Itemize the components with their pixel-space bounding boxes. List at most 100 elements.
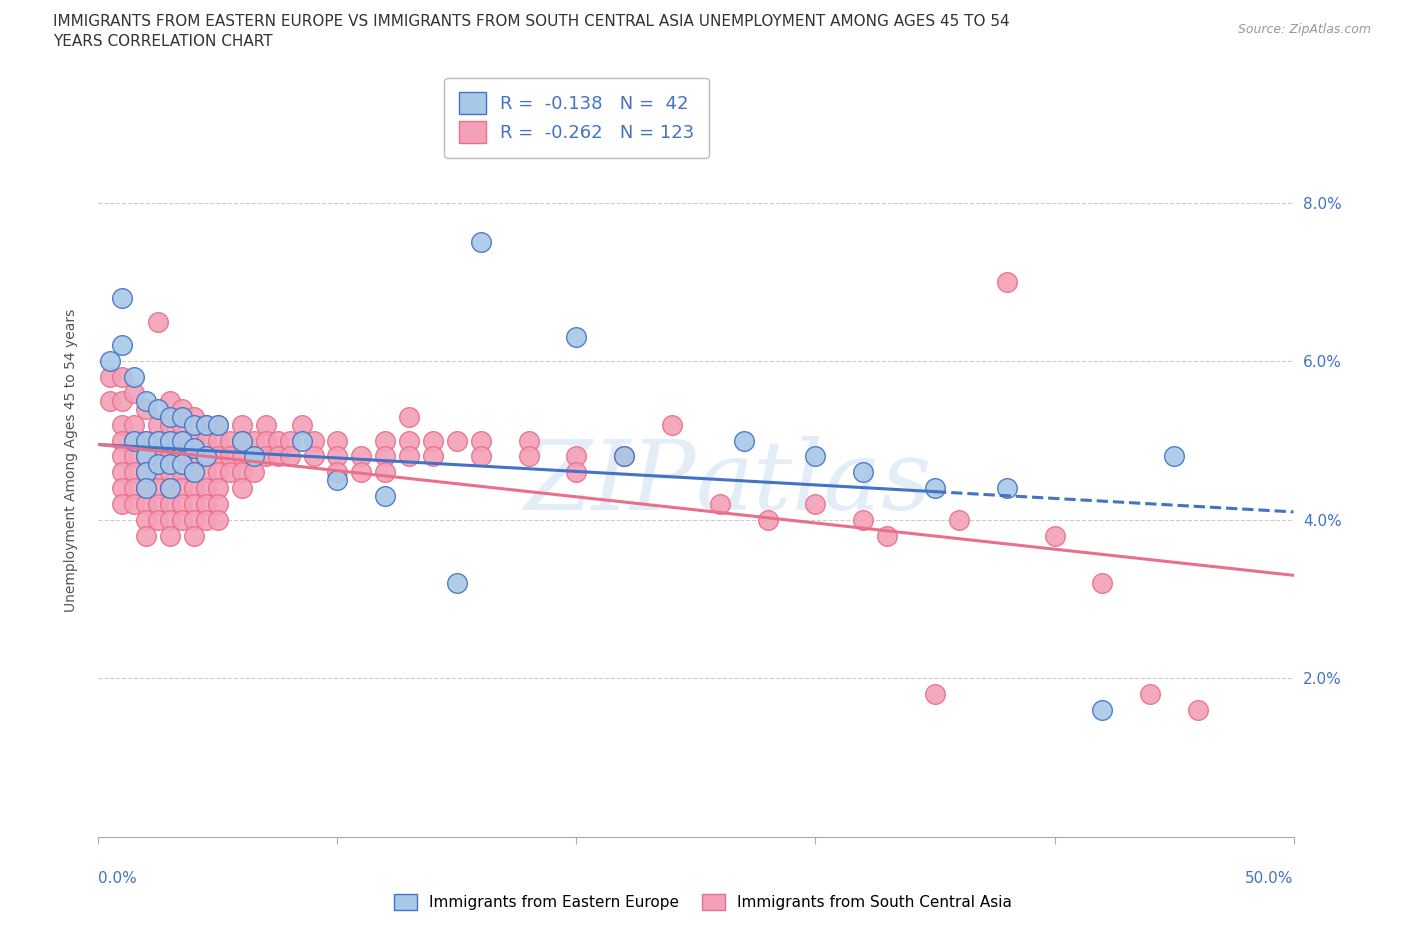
Point (374, 488, 396, 503)
Text: ZIP: ZIP (524, 436, 696, 530)
Point (852, 512, 875, 527)
Point (804, 449, 827, 464)
Point (1091, 703, 1114, 718)
Point (183, 441, 205, 456)
Point (148, 465, 170, 480)
Point (124, 433, 146, 448)
Point (398, 449, 420, 464)
Point (231, 449, 253, 464)
Point (111, 290, 134, 305)
Text: 0.0%: 0.0% (98, 870, 138, 886)
Point (254, 433, 277, 448)
Text: atlas: atlas (696, 436, 932, 530)
Point (172, 402, 194, 417)
Point (159, 481, 181, 496)
Point (159, 497, 181, 512)
Point (172, 465, 194, 480)
Point (243, 449, 266, 464)
Point (135, 465, 157, 480)
Point (207, 418, 229, 432)
Point (124, 418, 146, 432)
Point (183, 528, 205, 543)
Point (995, 481, 1018, 496)
Point (267, 449, 290, 464)
Point (326, 465, 349, 480)
Point (195, 449, 218, 464)
Point (135, 497, 157, 512)
Point (350, 465, 373, 480)
Point (135, 528, 157, 543)
Point (1091, 576, 1114, 591)
Point (254, 418, 277, 432)
Point (470, 433, 492, 448)
Point (924, 687, 946, 702)
Point (876, 528, 898, 543)
Point (948, 512, 970, 527)
Point (398, 433, 420, 448)
Point (446, 433, 468, 448)
Point (111, 393, 134, 408)
Point (446, 576, 468, 591)
Point (231, 433, 253, 448)
Point (231, 465, 253, 480)
Point (398, 409, 420, 424)
Text: YEARS CORRELATION CHART: YEARS CORRELATION CHART (53, 34, 273, 49)
Point (995, 274, 1018, 289)
Legend: Immigrants from Eastern Europe, Immigrants from South Central Asia: Immigrants from Eastern Europe, Immigran… (387, 886, 1019, 918)
Point (148, 314, 170, 329)
Point (278, 433, 301, 448)
Point (172, 512, 194, 527)
Point (219, 449, 242, 464)
Text: Source: ZipAtlas.com: Source: ZipAtlas.com (1237, 23, 1371, 36)
Point (111, 433, 134, 448)
Point (148, 512, 170, 527)
Point (135, 449, 157, 464)
Point (350, 449, 373, 464)
Point (207, 449, 229, 464)
Point (124, 465, 146, 480)
Point (124, 369, 146, 384)
Point (148, 457, 170, 472)
Point (195, 433, 218, 448)
Point (159, 393, 181, 408)
Point (124, 433, 146, 448)
Point (159, 409, 181, 424)
Point (135, 465, 157, 480)
Point (159, 465, 181, 480)
Point (470, 449, 492, 464)
Point (159, 512, 181, 527)
Legend: R =  -0.138   N =  42, R =  -0.262   N = 123: R = -0.138 N = 42, R = -0.262 N = 123 (444, 78, 709, 158)
Point (422, 449, 444, 464)
Point (183, 449, 205, 464)
Point (148, 402, 170, 417)
Point (172, 418, 194, 432)
Point (243, 465, 266, 480)
Point (98, 369, 122, 384)
Point (172, 497, 194, 512)
Point (302, 449, 325, 464)
Point (159, 433, 181, 448)
Point (243, 433, 266, 448)
Point (195, 512, 218, 527)
Point (159, 449, 181, 464)
Point (231, 418, 253, 432)
Point (135, 393, 157, 408)
Point (326, 433, 349, 448)
Point (1163, 449, 1185, 464)
Point (207, 481, 229, 496)
Point (195, 418, 218, 432)
Point (183, 512, 205, 527)
Point (291, 418, 314, 432)
Point (111, 418, 134, 432)
Point (924, 481, 946, 496)
Point (111, 481, 134, 496)
Point (183, 481, 205, 496)
Point (148, 449, 170, 464)
Point (195, 465, 218, 480)
Point (195, 481, 218, 496)
Point (195, 497, 218, 512)
Point (254, 449, 277, 464)
Point (1187, 703, 1209, 718)
Point (183, 433, 205, 448)
Point (207, 512, 229, 527)
